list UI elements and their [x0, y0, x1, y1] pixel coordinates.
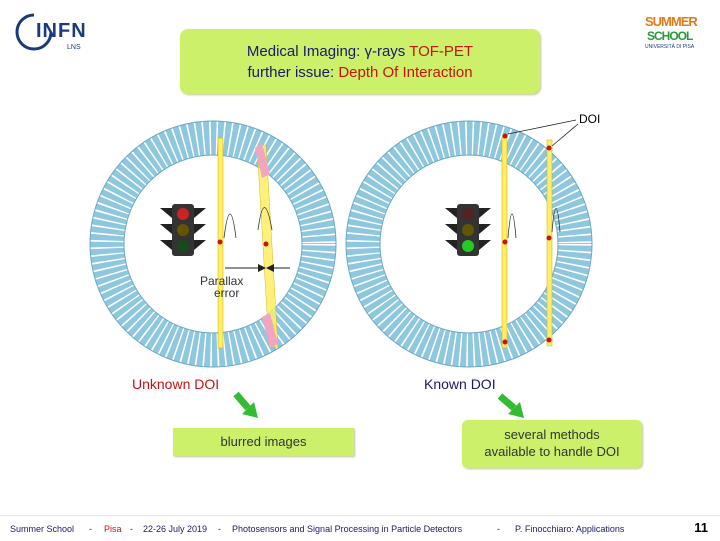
- title-line-1-highlight: TOF-PET: [409, 43, 474, 60]
- known-doi-label: Known DOI: [424, 376, 496, 392]
- summer-logo-text: SUMMER: [645, 14, 698, 29]
- blurred-images-box: blurred images: [173, 428, 354, 456]
- footer-author: P. Finocchiaro: Applications: [515, 524, 625, 534]
- infn-logo: INFN LNS: [12, 10, 102, 55]
- summer-school-logo: SUMMER SCHOOL UNIVERSITÀ DI PISA: [645, 12, 711, 52]
- pet-ring-left: [89, 120, 337, 368]
- left-lines-of-response: [217, 137, 290, 349]
- arrow-down-right-icon: [497, 393, 524, 418]
- unipi-logo-text: UNIVERSITÀ DI PISA: [645, 44, 695, 50]
- footer-location: Pisa: [104, 524, 122, 534]
- title-line-1: Medical Imaging: γ-rays TOF-PET: [180, 41, 540, 62]
- title-box: Medical Imaging: γ-rays TOF-PET further …: [180, 29, 540, 94]
- title-line-2-prefix: further issue:: [247, 64, 339, 81]
- traffic-light-left-icon: [160, 204, 206, 256]
- doi-label: DOI: [579, 112, 601, 126]
- footer-school: Summer School: [10, 524, 75, 534]
- pet-ring-right: [345, 120, 593, 368]
- footer-sep-1: -: [89, 524, 92, 534]
- error-label: error: [214, 286, 240, 300]
- school-logo-text: SCHOOL: [647, 29, 693, 43]
- infn-logo-text: INFN: [36, 20, 87, 42]
- methods-line-1: several methods: [504, 427, 600, 442]
- title-line-2-highlight: Depth Of Interaction: [338, 64, 473, 81]
- methods-line-2: available to handle DOI: [484, 444, 620, 459]
- parallax-label: Parallax: [200, 274, 244, 288]
- footer-sep-4: -: [497, 524, 500, 534]
- footer-sep-2: -: [130, 524, 133, 534]
- traffic-light-right-icon: [445, 204, 491, 256]
- arrow-down-left-icon: [233, 391, 258, 418]
- title-line-2: further issue: Depth Of Interaction: [180, 62, 540, 83]
- footer: Summer School - Pisa - 22-26 July 2019 -…: [0, 515, 720, 541]
- lns-logo-text: LNS: [67, 44, 81, 51]
- unknown-doi-label: Unknown DOI: [132, 376, 220, 392]
- page-number: 11: [694, 520, 708, 535]
- blurred-images-text: blurred images: [220, 434, 307, 449]
- footer-sep-3: -: [218, 524, 221, 534]
- footer-topic: Photosensors and Signal Processing in Pa…: [232, 524, 463, 534]
- right-lines-of-response: [501, 119, 579, 349]
- methods-box: several methods available to handle DOI: [462, 420, 642, 468]
- title-line-1-prefix: Medical Imaging: γ-rays: [246, 43, 410, 60]
- footer-dates: 22-26 July 2019: [143, 524, 208, 534]
